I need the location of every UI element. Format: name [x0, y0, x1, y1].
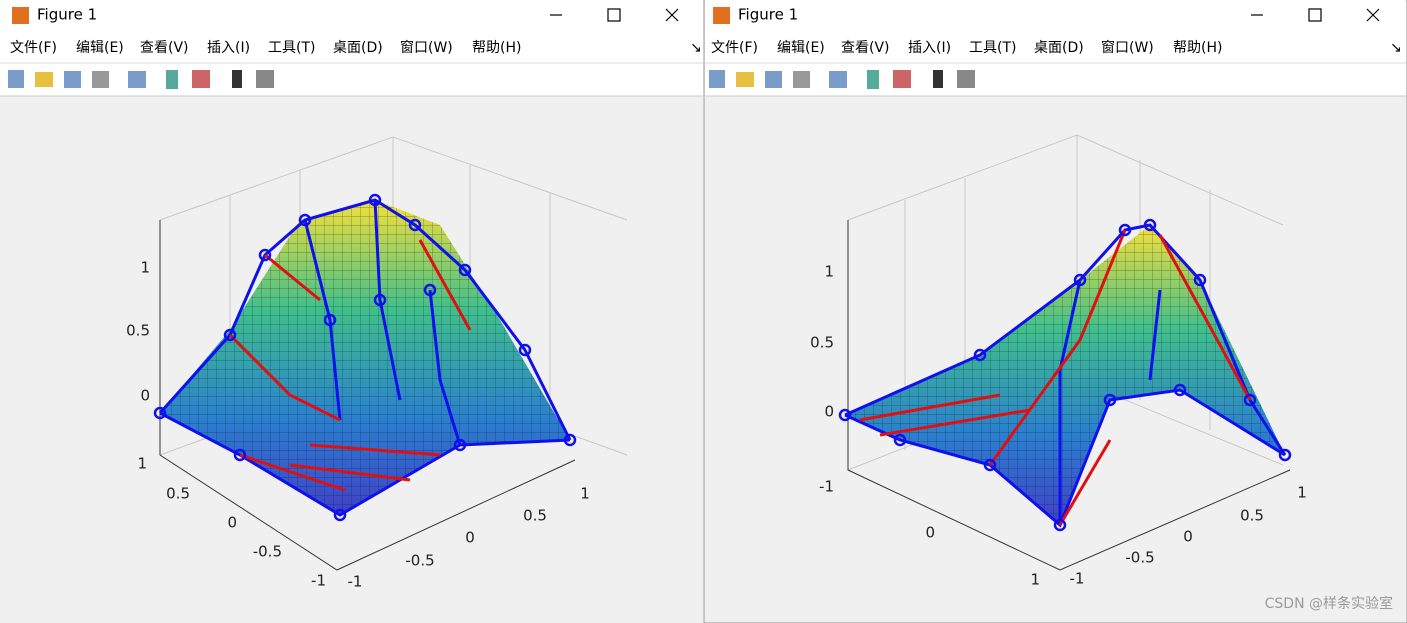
- plot: [838, 134, 1292, 571]
- x-tick-label: 0: [465, 529, 475, 547]
- y-tick-label: -1: [311, 572, 326, 590]
- y-tick-label: -0.5: [253, 543, 282, 561]
- menu-item[interactable]: 编辑(E): [777, 40, 825, 56]
- close[interactable]: [1366, 8, 1380, 22]
- x-tick-label: 0.5: [523, 507, 547, 525]
- menu-item[interactable]: 文件(F): [10, 40, 57, 56]
- tool-button[interactable]: [128, 71, 146, 88]
- maximize[interactable]: [607, 8, 621, 22]
- menu-item[interactable]: 帮助(H): [472, 40, 521, 56]
- menu-item[interactable]: 帮助(H): [1173, 40, 1222, 56]
- x-tick-label: 0.5: [1240, 507, 1264, 525]
- toolbar: [8, 70, 975, 89]
- tool-button[interactable]: [829, 71, 847, 88]
- menu-item[interactable]: 桌面(D): [1034, 40, 1084, 56]
- tool-button[interactable]: [8, 70, 24, 88]
- z-tick-label: 0.5: [810, 334, 834, 352]
- x-tick-label: -0.5: [1125, 549, 1154, 567]
- window-header: [0, 0, 703, 96]
- z-tick-label: 0.5: [126, 322, 150, 340]
- tool-button[interactable]: [64, 71, 81, 88]
- menu-arrow[interactable]: ↘: [1390, 40, 1402, 56]
- app-icon: [713, 7, 730, 24]
- tool-button[interactable]: [765, 71, 782, 88]
- menu-item[interactable]: 编辑(E): [76, 40, 124, 56]
- tool-button[interactable]: [957, 70, 975, 88]
- tool-button[interactable]: [893, 70, 911, 88]
- menu-item[interactable]: 窗口(W): [400, 39, 453, 56]
- menu-item[interactable]: 查看(V): [841, 40, 890, 56]
- window-title: Figure 1: [37, 6, 97, 24]
- y-tick-label: 1: [137, 455, 147, 473]
- window-header: [705, 0, 1406, 96]
- menu-item[interactable]: 工具(T): [969, 40, 1016, 56]
- tool-button[interactable]: [933, 70, 943, 88]
- z-tick-label: 0: [824, 403, 834, 421]
- y-tick-label: 0: [227, 514, 237, 532]
- menu-item[interactable]: 插入(I): [908, 40, 951, 56]
- y-tick-label: -1: [819, 478, 834, 496]
- tool-button[interactable]: [867, 70, 879, 89]
- z-tick-label: 1: [824, 263, 834, 281]
- watermark: CSDN @样条实验室: [1265, 595, 1393, 612]
- tool-button[interactable]: [166, 70, 178, 89]
- z-tick-label: 0: [140, 387, 150, 405]
- menu-item[interactable]: 文件(F): [711, 40, 758, 56]
- x-tick-label: -1: [348, 573, 363, 591]
- y-tick-label: 0.5: [166, 485, 190, 503]
- menu-item[interactable]: 窗口(W): [1101, 39, 1154, 56]
- menu-item[interactable]: 工具(T): [268, 40, 315, 56]
- tool-button[interactable]: [256, 70, 274, 88]
- tool-button[interactable]: [192, 70, 210, 88]
- y-tick-label: 0: [925, 524, 935, 542]
- x-tick-label: -1: [1070, 570, 1085, 588]
- close[interactable]: [665, 8, 679, 22]
- menu-item[interactable]: 查看(V): [140, 40, 189, 56]
- x-tick-label: -0.5: [405, 552, 434, 570]
- window-controls: [550, 8, 1380, 22]
- tool-button[interactable]: [35, 72, 53, 87]
- app-icon: [12, 7, 29, 24]
- z-tick-label: 1: [140, 259, 150, 277]
- y-tick-label: 1: [1030, 571, 1040, 589]
- x-tick-label: 1: [1297, 484, 1307, 502]
- tool-button[interactable]: [92, 71, 109, 88]
- maximize[interactable]: [1308, 8, 1322, 22]
- window-title: Figure 1: [738, 6, 798, 24]
- tool-button[interactable]: [709, 70, 725, 88]
- menu-item[interactable]: 插入(I): [207, 40, 250, 56]
- menu-item[interactable]: 桌面(D): [333, 40, 383, 56]
- x-tick-label: 0: [1183, 528, 1193, 546]
- tool-button[interactable]: [793, 71, 810, 88]
- plot: [153, 136, 628, 571]
- x-tick-label: 1: [580, 485, 590, 503]
- menu-arrow[interactable]: ↘: [690, 40, 702, 56]
- tool-button[interactable]: [736, 72, 754, 87]
- tool-button[interactable]: [232, 70, 242, 88]
